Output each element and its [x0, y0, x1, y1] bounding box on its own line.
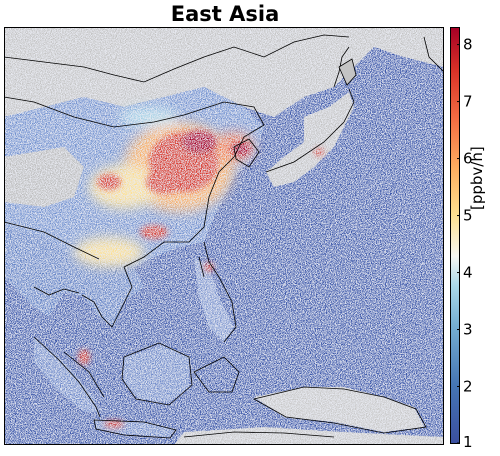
colorbar-tick-label: 6 [463, 150, 473, 168]
colorbar-tick-label: 2 [463, 378, 473, 396]
colorbar-tick-label: 3 [463, 321, 473, 339]
map-frame [4, 27, 444, 445]
colorbar-ticks: 1 2 3 4 5 6 7 8 [457, 36, 473, 447]
colorbar-tick-label: 7 [463, 93, 473, 111]
colorbar-tick-label: 1 [463, 433, 473, 447]
map-title: East Asia [170, 2, 280, 26]
colorbar-tick-label: 5 [463, 207, 473, 225]
colorbar-tick-label: 4 [463, 264, 473, 282]
colorbar: 1 2 3 4 5 6 7 8 [450, 27, 473, 447]
colorbar-gradient [450, 27, 460, 444]
land-hokkaido [338, 58, 357, 86]
colorbar-label-wrap: [ppbv/h] [468, 146, 488, 210]
coastlines [4, 34, 444, 439]
colorbar-tick-label: 8 [463, 36, 473, 54]
colorbar-label: [ppbv/h] [468, 146, 486, 210]
map-panel [4, 27, 444, 445]
data-speckle [4, 27, 444, 445]
